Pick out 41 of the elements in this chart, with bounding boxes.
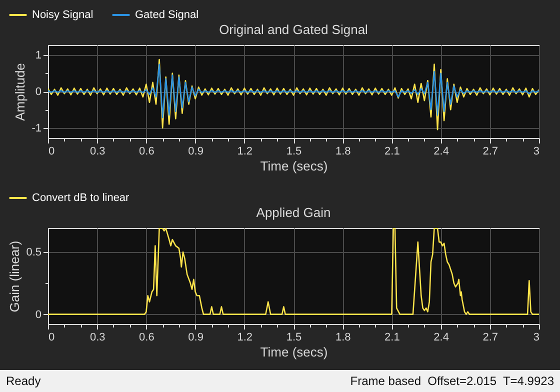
x-tick-label: 0.3 bbox=[90, 146, 106, 158]
chart-title: Applied Gain bbox=[256, 205, 331, 220]
x-tick-label: 1.5 bbox=[286, 146, 302, 158]
legend-label: Convert dB to linear bbox=[32, 192, 130, 204]
x-tick-label: 3 bbox=[533, 146, 540, 158]
legend-label: Noisy Signal bbox=[32, 9, 94, 21]
chart-title: Original and Gated Signal bbox=[219, 22, 368, 37]
x-tick-label: 2.4 bbox=[434, 332, 449, 344]
x-tick-label: 1.2 bbox=[237, 146, 253, 158]
x-tick-label: 2.4 bbox=[434, 146, 449, 158]
x-tick-label: 2.1 bbox=[384, 332, 400, 344]
y-tick-label: 1 bbox=[35, 50, 42, 62]
line-series bbox=[48, 58, 539, 130]
y-tick-label: 0 bbox=[35, 86, 42, 98]
x-axis-title: Time (secs) bbox=[260, 344, 328, 360]
x-tick-label: 1.2 bbox=[237, 332, 253, 344]
text: Ready bbox=[6, 374, 41, 388]
x-tick-label: 0 bbox=[48, 332, 55, 344]
x-tick-label: 2.7 bbox=[482, 332, 498, 344]
line-series bbox=[48, 64, 539, 118]
x-tick-label: 3 bbox=[533, 332, 540, 344]
x-tick-label: 0.6 bbox=[139, 146, 154, 158]
y-tick-label: 0 bbox=[35, 308, 42, 321]
x-tick-label: 1.8 bbox=[335, 332, 351, 344]
y-axis-title: Amplitude bbox=[12, 63, 28, 121]
x-tick-label: 1.5 bbox=[286, 332, 302, 344]
y-tick-label: -1 bbox=[32, 122, 42, 134]
text: Frame based Offset=2.015 T=4.9923 bbox=[350, 374, 554, 388]
x-tick-label: 0.9 bbox=[188, 146, 204, 158]
x-tick-label: 0 bbox=[48, 146, 55, 158]
x-tick-label: 0.6 bbox=[139, 332, 154, 344]
x-tick-label: 0.9 bbox=[188, 332, 204, 344]
x-tick-label: 0.3 bbox=[90, 332, 106, 344]
x-tick-label: 2.7 bbox=[482, 146, 498, 158]
legend-label: Gated Signal bbox=[135, 9, 199, 21]
x-tick-label: 2.1 bbox=[384, 146, 400, 158]
line-series bbox=[48, 228, 539, 315]
y-axis-title: Gain (linear) bbox=[7, 240, 22, 312]
x-tick-label: 1.8 bbox=[335, 146, 351, 158]
x-axis-title: Time (secs) bbox=[260, 158, 328, 174]
y-tick-label: 0.5 bbox=[26, 246, 42, 259]
